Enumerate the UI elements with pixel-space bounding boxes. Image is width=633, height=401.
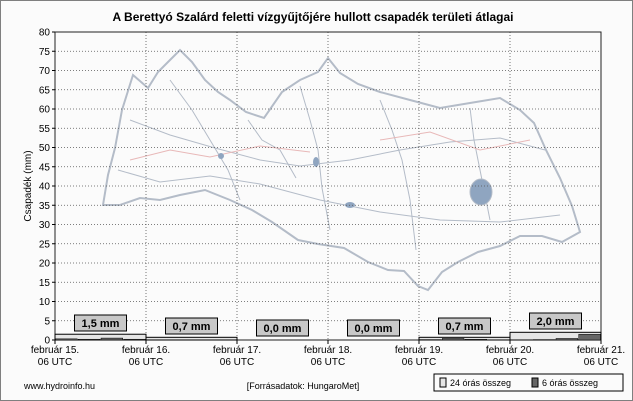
footer-website: www.hydroinfo.hu [23,381,95,391]
x-tick-label: 06 UTC [584,357,618,368]
y-tick-label: 30 [39,220,51,231]
x-tick-label: 06 UTC [38,357,72,368]
y-tick-label: 75 [39,47,51,58]
x-tick-label: 06 UTC [402,357,436,368]
daily-label-2: 0,7 mm [173,321,211,333]
daily-label-4: 0,0 mm [355,323,393,335]
x-tick-label: február 15. [31,345,79,356]
legend-swatch-24h [439,377,447,388]
map-river [169,79,241,201]
x-tick-label: 06 UTC [493,357,527,368]
bar-6h-2 [78,338,101,341]
y-tick-label: 15 [39,278,51,289]
daily-label-5: 0,7 mm [446,321,484,333]
map-road [129,145,311,161]
map-lake [313,157,319,167]
bar-6h-3 [100,337,123,341]
x-tick-label: 06 UTC [311,357,345,368]
grid [54,31,602,341]
bar-6h-4 [123,338,146,341]
bar-6h-23 [555,338,578,341]
y-tick-label: 35 [39,201,51,212]
x-tick-label: február 21. [577,345,625,356]
legend: 24 órás összeg 6 órás összeg [433,373,624,392]
map-river [299,85,331,231]
bar-24h-day-6 [509,331,602,341]
bar-6h-1 [55,338,78,341]
y-tick-label: 65 [39,85,51,96]
daily-label-box [438,317,491,335]
legend-item-24h: 24 órás összeg [450,378,511,388]
daily-label-box [529,312,582,330]
bar-6h-24 [578,333,601,341]
map-lake [218,153,224,159]
catchment-outline [101,48,582,292]
bar-6h-18 [442,338,465,341]
x-tick-label: február 19. [395,345,443,356]
map-river [129,119,546,167]
y-tick-label: 20 [39,259,51,270]
x-tick-label: február 16. [122,345,170,356]
y-tick-label: 45 [39,162,51,173]
map-reservoir [469,178,493,206]
daily-label-box [347,319,400,337]
daily-label-6: 2,0 mm [537,316,575,328]
legend-swatch-6h [531,377,539,388]
daily-labels: 1,5 mm 0,7 mm 0,0 mm 0,0 mm 0,7 mm 2,0 mm [74,312,582,337]
y-tick-label: 5 [44,316,50,327]
footer-source: [Forrásadatok: HungaroMet] [247,381,360,391]
x-tick-label: február 18. [304,345,352,356]
daily-label-3: 0,0 mm [264,323,302,335]
legend-item-6h: 6 órás összeg [542,378,598,388]
y-axis-label: Csapadék (mm) [23,150,34,221]
y-ticks: 0 5 10 15 20 25 30 35 40 45 50 55 60 65 70 75 80 [39,28,55,347]
chart-title: A Berettyó Szalárd feletti vízgyűjtőjére… [113,10,514,24]
map-road [379,131,531,151]
bar-24h-day-2 [145,336,238,341]
catchment-map [101,48,582,292]
map-river [379,99,417,251]
y-tick-label: 25 [39,239,51,250]
daily-label-1: 1,5 mm [82,318,120,330]
y-tick-label: 10 [39,297,51,308]
x-tick-label: 06 UTC [129,357,163,368]
y-tick-label: 70 [39,66,51,77]
y-tick-label: 0 [44,336,50,347]
daily-label-box [74,314,127,332]
y-tick-label: 80 [39,28,51,39]
y-tick-label: 40 [39,182,51,193]
y-tick-label: 50 [39,143,51,154]
x-tick-label: február 17. [213,345,261,356]
daily-label-box [256,319,309,337]
x-tick-label: február 20. [486,345,534,356]
daily-label-box [165,317,218,335]
y-tick-label: 55 [39,124,51,135]
x-tick-label: 06 UTC [220,357,254,368]
bar-6h-19 [464,338,487,341]
map-river [247,119,297,179]
y-tick-label: 60 [39,105,51,116]
bars [54,331,602,341]
map-river [117,169,561,223]
